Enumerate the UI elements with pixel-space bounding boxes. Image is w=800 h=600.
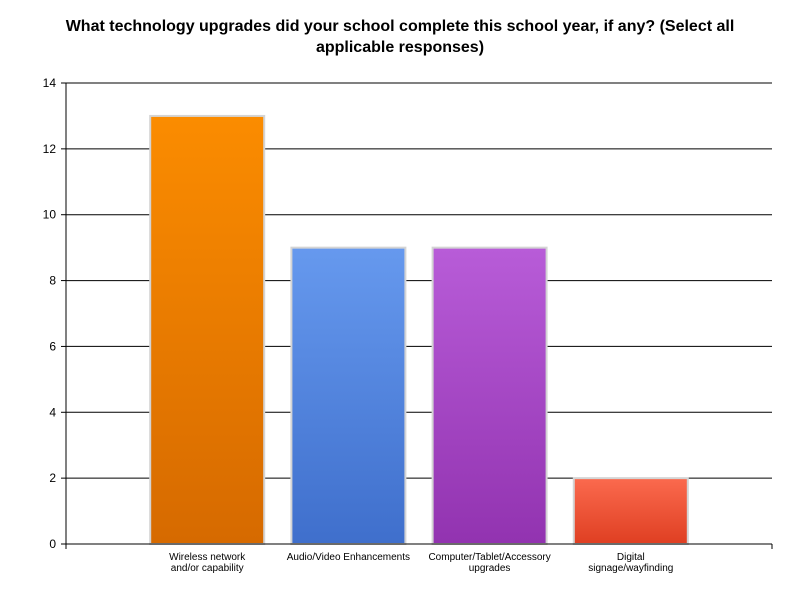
- y-tick-label: 12: [43, 142, 57, 156]
- bar: [290, 246, 407, 545]
- y-tick-label: 10: [43, 208, 57, 222]
- y-tick-label: 8: [49, 274, 56, 288]
- x-tick-label: Computer/Tablet/Accessory upgrades: [428, 552, 550, 574]
- bar: [572, 477, 689, 545]
- y-tick-label: 14: [43, 76, 57, 90]
- bar: [149, 114, 266, 546]
- y-tick-label: 4: [49, 405, 56, 419]
- x-tick-label: Digital signage/wayfinding: [588, 552, 673, 574]
- y-tick-label: 0: [49, 537, 56, 551]
- y-tick-label: 6: [49, 339, 56, 353]
- y-tick-label: 2: [49, 471, 56, 485]
- x-tick-label: Audio/Video Enhancements: [287, 552, 410, 563]
- x-tick-label: Wireless network and/or capability: [169, 552, 246, 574]
- bar: [431, 246, 548, 545]
- chart-title: What technology upgrades did your school…: [65, 18, 735, 56]
